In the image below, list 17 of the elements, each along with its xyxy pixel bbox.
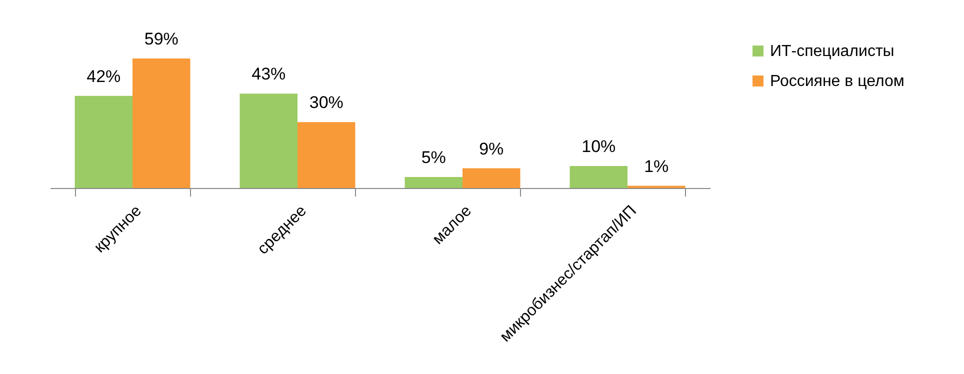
- legend-label: Россияне в целом: [770, 73, 904, 90]
- bar: [404, 177, 462, 188]
- bar: [74, 96, 132, 188]
- data-label: 43%: [252, 64, 286, 84]
- data-label: 42%: [86, 66, 121, 86]
- bar: [132, 58, 190, 188]
- bar: [240, 94, 298, 188]
- data-label: 59%: [144, 30, 178, 49]
- data-label: 5%: [421, 148, 446, 168]
- bar: [462, 168, 520, 188]
- data-label: 1%: [644, 156, 669, 176]
- data-label: 9%: [479, 139, 504, 158]
- data-label: 30%: [309, 93, 344, 112]
- legend-label: ИТ-специалисты: [770, 43, 894, 60]
- bar: [298, 122, 356, 188]
- data-label: 10%: [582, 137, 616, 156]
- bar: [570, 166, 628, 188]
